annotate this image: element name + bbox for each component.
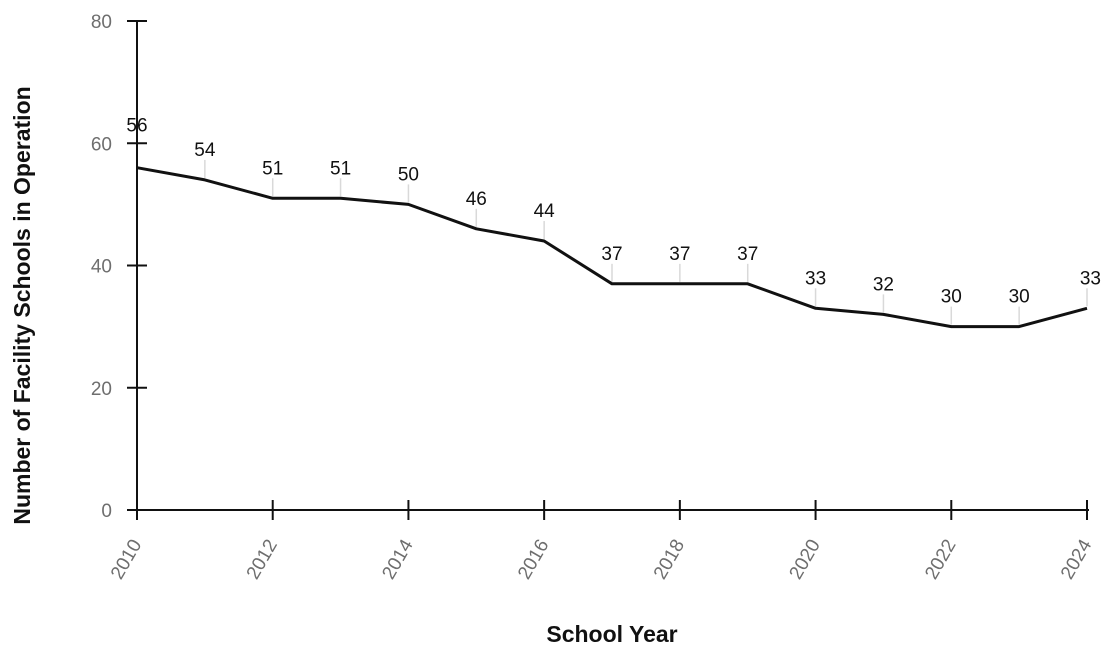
y-axis-ticks: 0 20 40 60 80 [91, 12, 147, 522]
data-label: 32 [873, 274, 894, 295]
y-tick-label: 40 [91, 257, 112, 278]
data-label: 33 [1080, 268, 1101, 289]
data-label: 37 [737, 244, 758, 265]
y-tick-label: 0 [101, 501, 112, 522]
series-line [136, 166, 1088, 329]
data-label: 37 [601, 244, 622, 265]
axes [127, 21, 1089, 520]
x-tick-label: 2010 [107, 536, 146, 583]
data-label: 51 [262, 158, 283, 179]
x-axis-ticks: 2010 2012 2014 2016 2018 2020 2022 2024 [107, 500, 1097, 583]
data-label: 56 [126, 116, 147, 137]
x-tick-label: 2022 [921, 536, 960, 583]
x-tick-label: 2014 [378, 536, 418, 583]
data-label: 46 [466, 189, 487, 210]
data-label: 37 [669, 244, 690, 265]
data-label-leaders [204, 159, 1088, 325]
data-label: 44 [534, 201, 556, 222]
x-tick-label: 2016 [514, 536, 553, 583]
x-tick-label: 2020 [786, 536, 825, 583]
x-tick-label: 2018 [650, 536, 689, 583]
y-tick-label: 60 [91, 134, 112, 155]
data-label: 33 [805, 268, 826, 289]
data-label: 30 [941, 287, 962, 308]
y-tick-label: 80 [91, 12, 112, 33]
x-tick-label: 2012 [243, 536, 282, 583]
data-label: 50 [398, 164, 419, 185]
x-axis-title: School Year [546, 621, 677, 647]
data-label: 54 [194, 140, 216, 161]
data-label: 30 [1009, 287, 1030, 308]
y-tick-label: 20 [91, 379, 112, 400]
y-axis-title: Number of Facility Schools in Operation [9, 86, 35, 524]
data-labels: 56 54 51 51 50 46 44 37 37 37 33 32 30 30 33 [126, 116, 1101, 308]
x-tick-label: 2024 [1057, 536, 1097, 583]
data-label: 51 [330, 158, 351, 179]
